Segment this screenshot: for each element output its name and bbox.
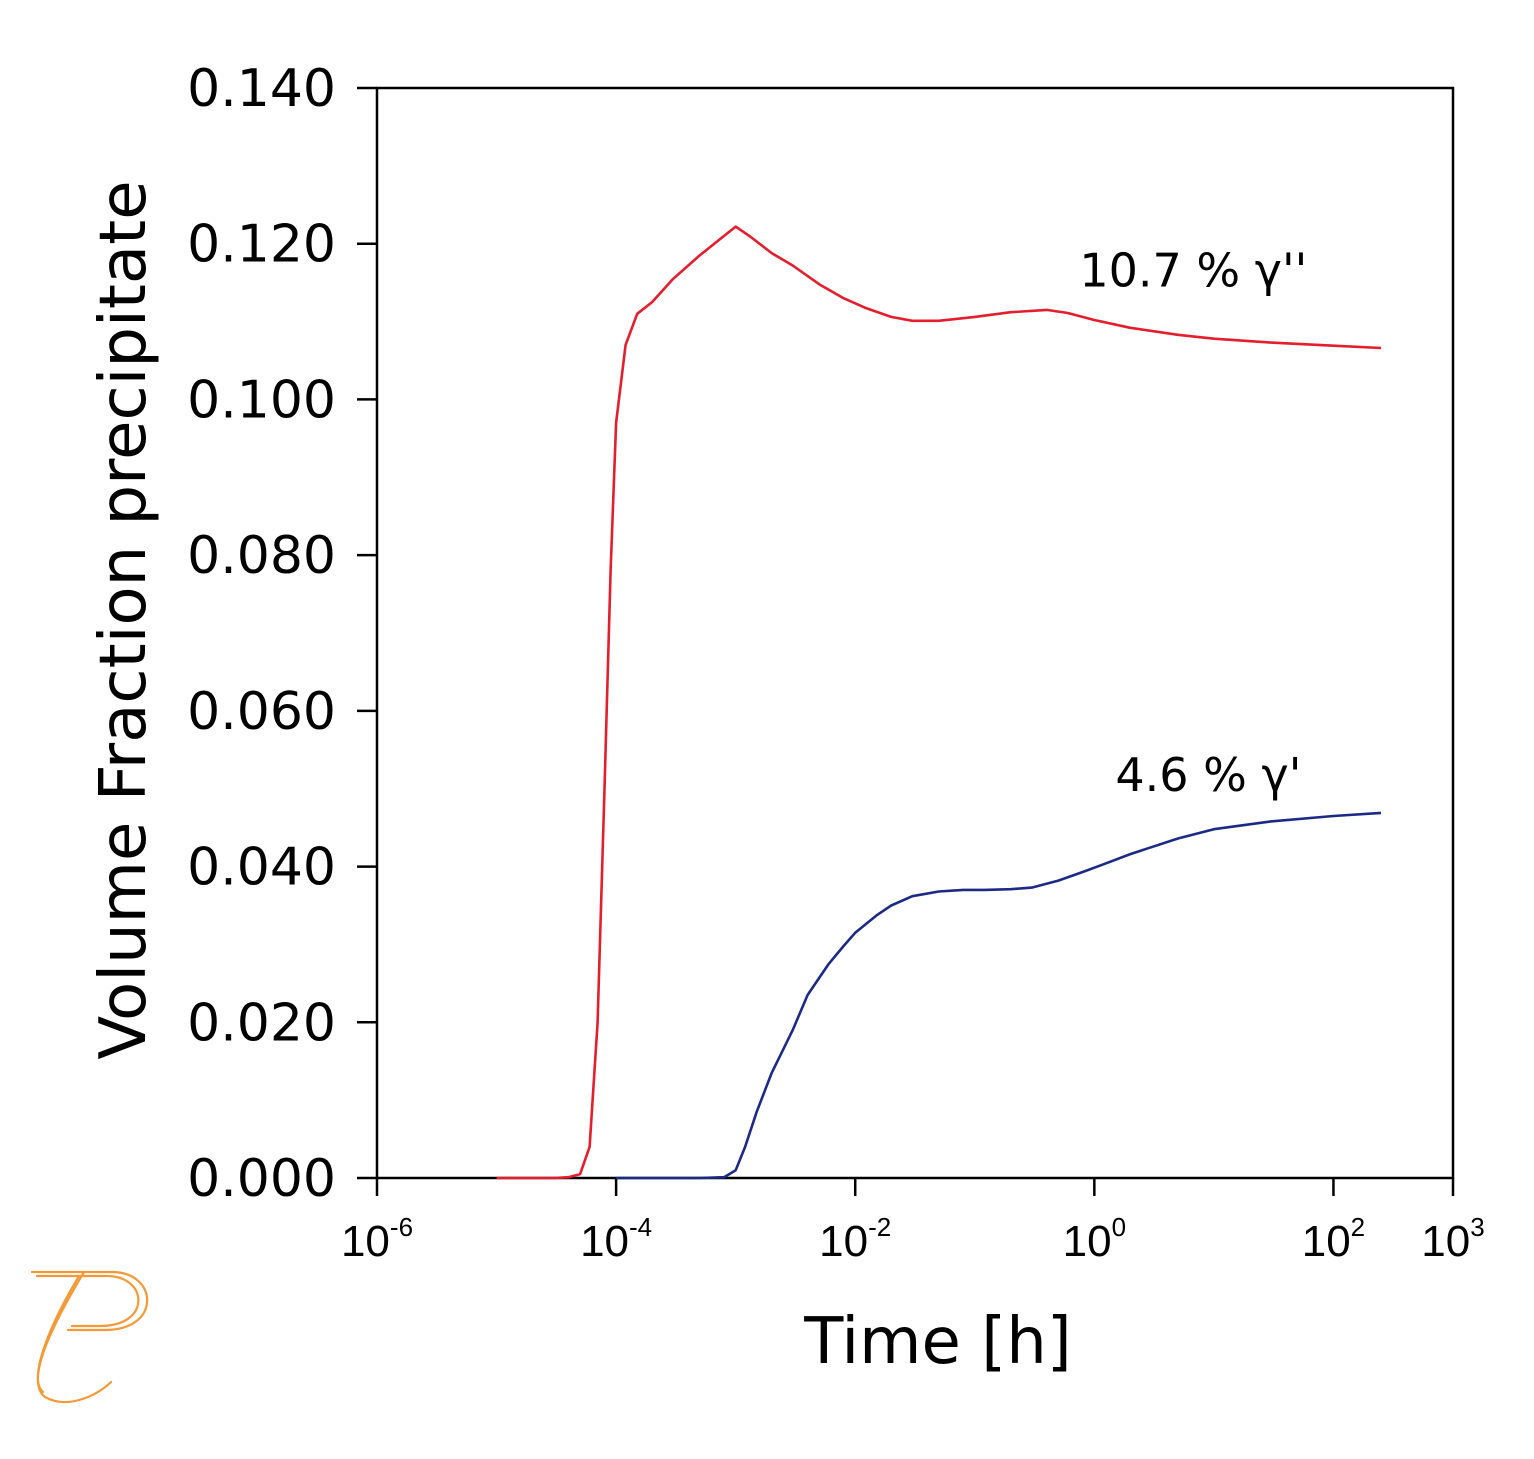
x-axis: 10-6 10-4 10-2 100 102 103 <box>341 1178 1485 1266</box>
x-tick-label: 10-4 <box>580 1212 652 1266</box>
x-tick-label: 10-6 <box>341 1212 413 1266</box>
y-tick-label: 0.040 <box>187 838 336 898</box>
annotation-label-1: 10.7 % γ'' <box>1079 244 1307 298</box>
pandat-logo-icon <box>30 1270 149 1403</box>
y-axis: 0.000 0.020 0.040 0.060 0.080 0.100 0.120 0.140 <box>187 59 377 1209</box>
y-tick-label: 0.080 <box>187 526 336 586</box>
series-lines <box>496 225 1382 1180</box>
x-tick-label: 102 <box>1302 1212 1365 1266</box>
x-tick-label: 10-2 <box>819 1212 891 1266</box>
plot-frame <box>375 86 1455 1180</box>
annotations: 10.7 % γ'' 4.6 % γ' <box>1079 244 1307 803</box>
y-tick-label: 0.060 <box>187 682 336 742</box>
y-tick-label: 0.020 <box>187 993 336 1053</box>
y-tick-label: 0.120 <box>187 215 336 275</box>
y-axis-title: Volume Fraction precipitate <box>87 180 161 1059</box>
x-tick-label: 103 <box>1421 1212 1484 1266</box>
series-line-2 <box>616 811 1382 1180</box>
y-tick-label: 0.100 <box>187 370 336 430</box>
y-tick-label: 0.140 <box>187 59 336 119</box>
y-tick-label: 0.000 <box>187 1149 336 1209</box>
x-axis-title: Time [h] <box>803 1305 1071 1379</box>
annotation-label-2: 4.6 % γ' <box>1115 748 1301 802</box>
series-line-1 <box>496 225 1382 1180</box>
x-tick-label: 100 <box>1063 1212 1126 1266</box>
